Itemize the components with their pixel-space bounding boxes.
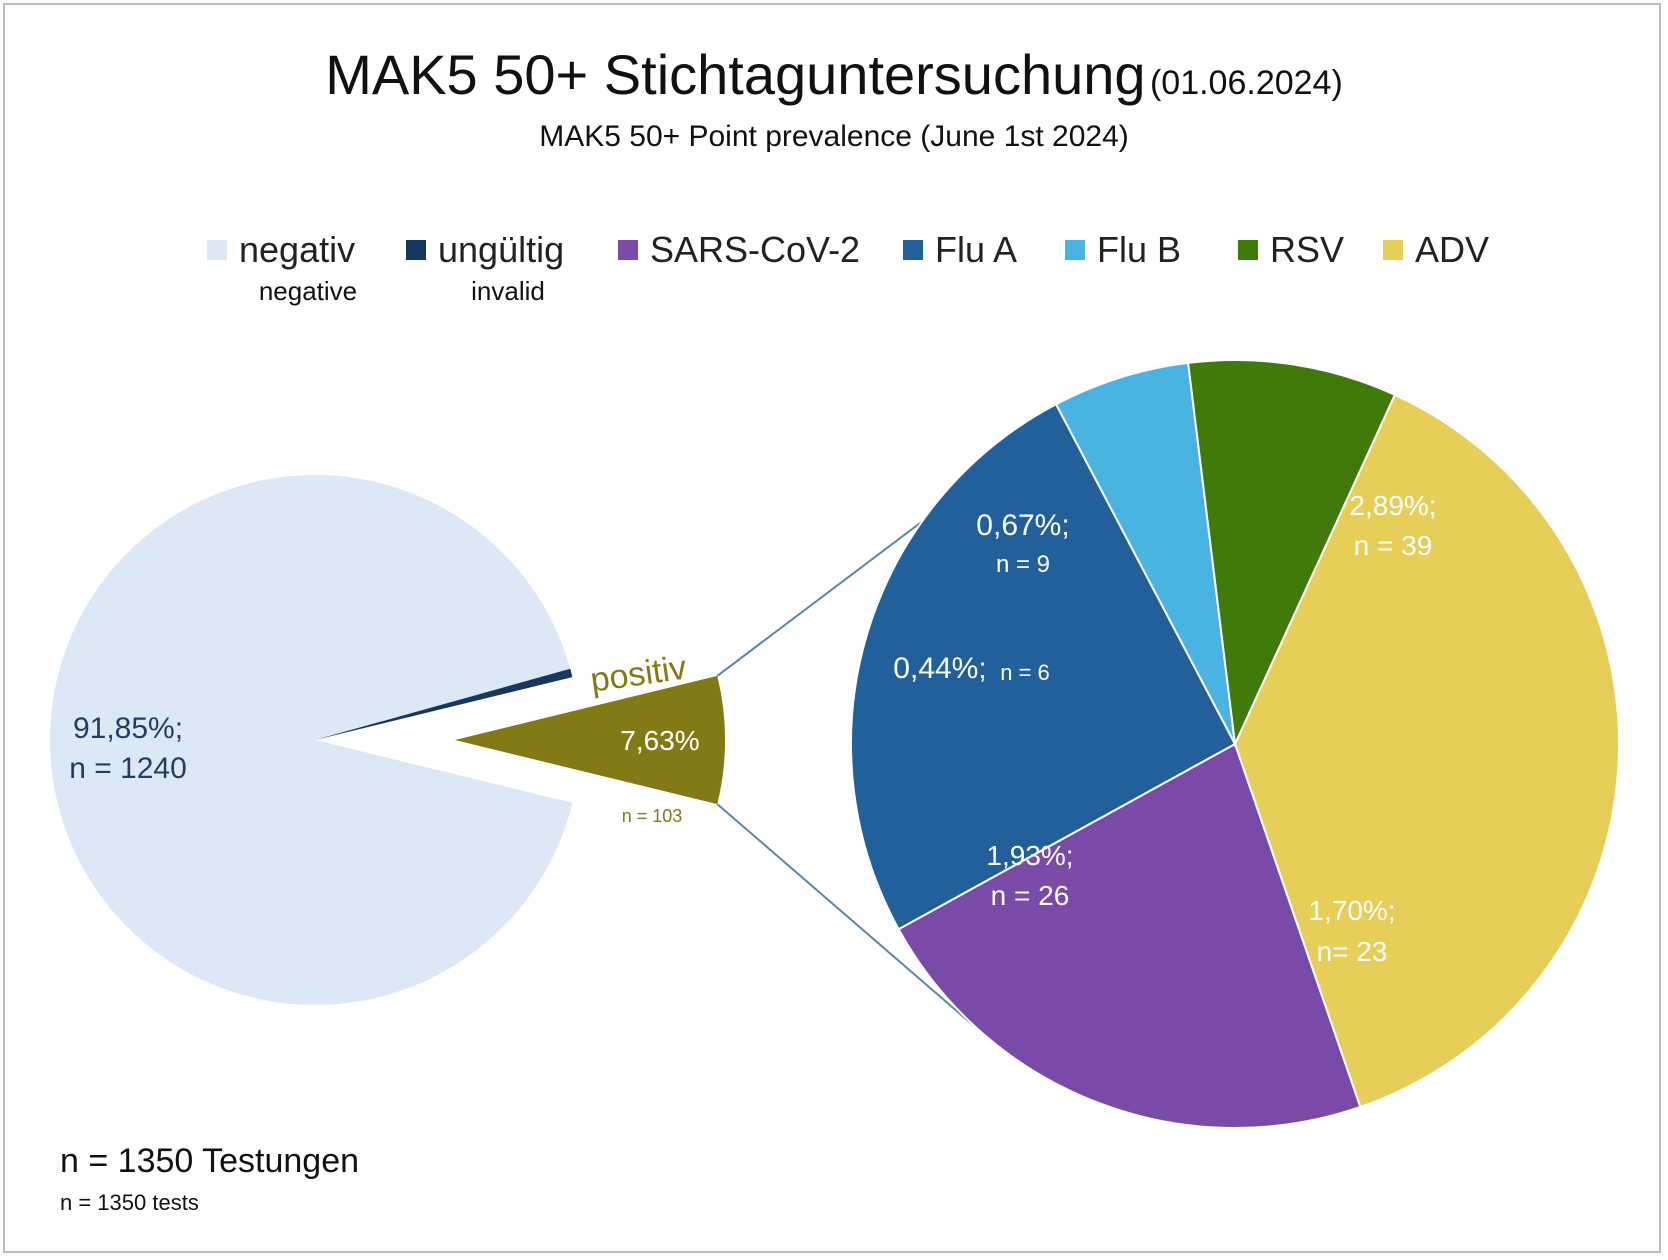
legend-swatch-6 [1383, 240, 1403, 260]
legend-swatch-3 [903, 240, 923, 260]
slice-flua [850, 402, 1237, 931]
label-adv-n: n = 39 [1354, 530, 1433, 561]
sub-pie [850, 359, 1620, 1129]
legend-label-4: Flu B [1097, 229, 1181, 270]
legend-sublabel-1: invalid [471, 276, 545, 306]
slice-positiv [455, 675, 725, 805]
legend-label-5: RSV [1270, 229, 1344, 270]
label-flua-n: n = 26 [991, 880, 1070, 911]
label-sars-n: n= 23 [1317, 936, 1388, 967]
legend-label-6: ADV [1415, 229, 1489, 270]
legend-swatch-2 [618, 240, 638, 260]
chart-title-date: (01.06.2024) [1149, 64, 1343, 102]
slice-negativ [49, 474, 573, 1005]
footer-total-tests: n = 1350 Testungen [60, 1142, 360, 1180]
label-flub-n: n = 6 [1000, 660, 1050, 685]
legend-swatch-0 [207, 240, 227, 260]
legend-label-1: ungültig [438, 229, 564, 270]
slice-adv [1233, 393, 1620, 1109]
legend-swatch-4 [1065, 240, 1085, 260]
slice-flub [1054, 361, 1236, 745]
connector-bottom [716, 803, 979, 1031]
slice-ungueltig [315, 668, 573, 740]
legend-label-3: Flu A [935, 229, 1017, 270]
slice-sars [897, 742, 1362, 1129]
label-adv-pct: 2,89%; [1349, 490, 1436, 521]
legend-swatch-5 [1238, 240, 1258, 260]
footer-total-tests-en: n = 1350 tests [60, 1190, 199, 1215]
legend-sublabel-0: negative [259, 276, 357, 306]
slice-rsv [1187, 359, 1397, 748]
label-rsv-n: n = 9 [996, 551, 1050, 578]
legend: negativ negative ungültig invalid SARS-CoV-2… [207, 229, 1489, 306]
chart-subtitle: MAK5 50+ Point prevalence (June 1st 2024… [539, 120, 1129, 153]
label-negativ-n: n = 1240 [69, 752, 187, 785]
label-flua-pct: 1,93%; [986, 840, 1073, 871]
main-pie [49, 474, 725, 1005]
chart-title-row: MAK5 50+ Stichtaguntersuchung (01.06.202… [0, 42, 1668, 107]
legend-swatch-1 [406, 240, 426, 260]
label-positiv-n: n = 103 [622, 806, 683, 826]
legend-label-2: SARS-CoV-2 [650, 229, 860, 270]
label-rsv-pct: 0,67%; [976, 509, 1069, 542]
legend-label-0: negativ [239, 229, 355, 270]
label-sars-pct: 1,70%; [1308, 895, 1395, 926]
label-positiv-pct: 7,63% [620, 725, 699, 756]
chart-frame [3, 3, 1661, 1253]
label-negativ-pct: 91,85%; [73, 712, 183, 745]
label-flub-pct: 0,44%; [893, 652, 986, 685]
chart-title: MAK5 50+ Stichtaguntersuchung [325, 43, 1146, 106]
